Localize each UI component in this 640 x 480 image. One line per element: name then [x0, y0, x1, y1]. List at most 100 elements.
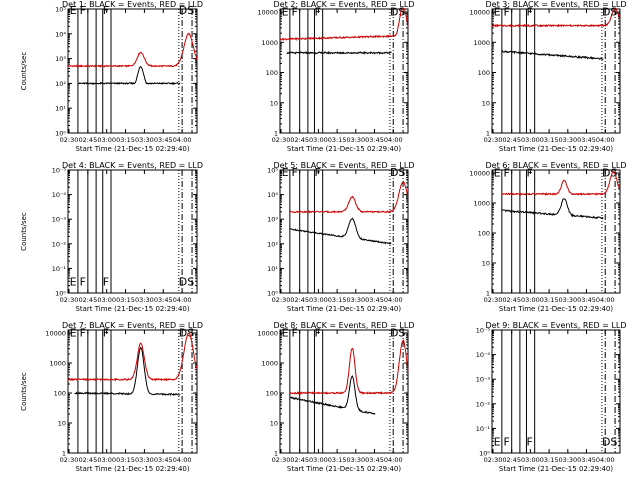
detector-panel: Det 1: BLACK = Events, RED = LLD 10⁰ 10¹ 10…: [20, 0, 203, 153]
panel-title: Det 8: BLACK = Events, RED = LLD: [274, 321, 415, 330]
panel-title: Det 2: BLACK = Events, RED = LLD: [274, 0, 415, 9]
event-flag: E: [494, 6, 501, 19]
event-flag: F: [291, 327, 297, 340]
x-tick-label: 02:45: [290, 456, 309, 464]
x-tick-label: 02:45: [502, 136, 521, 144]
x-tick-label: 04:00: [384, 456, 403, 464]
y-tick-label: 10³: [55, 55, 66, 63]
x-tick-label: 04:00: [384, 296, 403, 304]
y-tick-label: 10: [270, 99, 278, 107]
panel-title: Det 1: BLACK = Events, RED = LLD: [62, 0, 203, 9]
x-tick-label: 02:30: [484, 136, 503, 144]
event-flag: F: [103, 276, 109, 289]
y-tick-label: 10000: [45, 330, 66, 338]
y-tick-label: 10⁻²: [476, 400, 491, 408]
event-flag: DS: [179, 276, 194, 289]
x-tick-label: 02:45: [502, 456, 521, 464]
y-tick-label: 10: [270, 420, 278, 428]
x-tick-label: 03:30: [558, 456, 577, 464]
x-tick-label: 02:45: [78, 456, 97, 464]
event-flag: F: [503, 436, 509, 449]
event-flag: F: [314, 166, 320, 179]
event-flag: F: [80, 4, 86, 17]
plot-frame: [491, 169, 621, 294]
plot-frame: [491, 8, 621, 134]
y-tick-label: 10⁰: [479, 450, 490, 458]
x-tick-label: 03:30: [346, 296, 365, 304]
y-tick-label: 10⁻¹: [476, 425, 491, 433]
y-tick-label: 10000: [469, 9, 490, 17]
event-flag: E: [494, 167, 501, 180]
detector-panel: Det 4: BLACK = Events, RED = LLD 10⁰ 10⁻¹ 1…: [20, 161, 203, 313]
detector-panel: Det 7: BLACK = Events, RED = LLD 1 10 100 10…: [20, 321, 203, 473]
y-tick-label: 1000: [261, 360, 278, 368]
y-tick-label: 10: [58, 420, 66, 428]
y-tick-label: 100: [266, 390, 278, 398]
x-tick-label: 03:45: [365, 136, 384, 144]
x-tick-label: 03:15: [116, 296, 135, 304]
x-tick-label: 04:00: [596, 296, 615, 304]
x-tick-label: 03:00: [97, 136, 116, 144]
panel-title: Det 7: BLACK = Events, RED = LLD: [62, 321, 203, 330]
x-tick-label: 02:30: [60, 136, 79, 144]
x-tick-label: 02:30: [272, 296, 291, 304]
y-tick-label: 100: [266, 69, 278, 77]
x-tick-label: 03:00: [309, 136, 328, 144]
y-axis-label: Counts/sec: [20, 372, 28, 411]
x-tick-label: 02:45: [502, 296, 521, 304]
event-flag: E: [282, 166, 289, 179]
x-tick-label: 03:45: [154, 456, 173, 464]
event-flag: F: [103, 4, 109, 17]
plot-frame: [279, 169, 409, 294]
x-tick-label: 03:30: [346, 456, 365, 464]
x-axis-label: Start Time (21-Dec-15 02:29:40): [75, 305, 189, 313]
y-axis-label: Counts/sec: [20, 52, 28, 91]
x-tick-label: 03:45: [577, 456, 596, 464]
event-flag: F: [291, 6, 297, 19]
x-tick-label: 03:45: [154, 136, 173, 144]
y-tick-label: 1: [274, 130, 278, 138]
x-tick-label: 03:45: [154, 296, 173, 304]
x-axis-label: Start Time (21-Dec-15 02:29:40): [287, 145, 401, 153]
event-flag: F: [503, 6, 509, 19]
event-flag: DS: [390, 6, 405, 19]
x-tick-label: 02:45: [290, 136, 309, 144]
y-tick-label: 10³: [267, 216, 278, 224]
x-tick-label: 02:30: [272, 456, 291, 464]
x-tick-label: 04:00: [384, 136, 403, 144]
x-tick-label: 02:30: [60, 296, 79, 304]
y-tick-label: 10⁻⁵: [476, 327, 491, 335]
y-tick-label: 10¹: [55, 105, 66, 113]
detector-panel: Det 5: BLACK = Events, RED = LLD 10⁰ 10¹ 10…: [267, 161, 414, 313]
x-tick-label: 03:30: [135, 136, 154, 144]
x-tick-label: 03:00: [97, 456, 116, 464]
y-tick-label: 100: [54, 390, 66, 398]
detector-panel: Det 8: BLACK = Events, RED = LLD 1 10 100 10…: [257, 321, 414, 473]
x-tick-label: 03:30: [558, 136, 577, 144]
plot-frame: [67, 8, 198, 134]
event-flag: E: [494, 436, 501, 449]
series-lld-line: [289, 339, 409, 396]
y-tick-label: 100: [478, 69, 490, 77]
x-tick-label: 04:00: [173, 136, 192, 144]
series-lld-line: [67, 332, 198, 382]
y-tick-label: 1000: [49, 360, 66, 368]
x-tick-label: 02:30: [60, 456, 79, 464]
x-tick-label: 04:00: [173, 296, 192, 304]
panel-title: Det 4: BLACK = Events, RED = LLD: [62, 161, 203, 170]
x-tick-label: 03:45: [365, 456, 384, 464]
x-axis-label: Start Time (21-Dec-15 02:29:40): [499, 305, 613, 313]
x-tick-label: 03:30: [135, 456, 154, 464]
x-tick-label: 04:00: [173, 456, 192, 464]
series-events-line: [286, 50, 392, 55]
x-axis-label: Start Time (21-Dec-15 02:29:40): [499, 465, 613, 473]
y-tick-label: 1000: [261, 39, 278, 47]
event-flag: DS: [602, 436, 617, 449]
series-lld-line: [501, 170, 621, 197]
plot-frame: [491, 329, 621, 454]
event-flag: F: [103, 327, 109, 340]
event-flag: F: [526, 6, 532, 19]
y-tick-label: 10000: [469, 170, 490, 178]
event-flag: E: [70, 4, 77, 17]
x-tick-label: 03:00: [521, 136, 540, 144]
